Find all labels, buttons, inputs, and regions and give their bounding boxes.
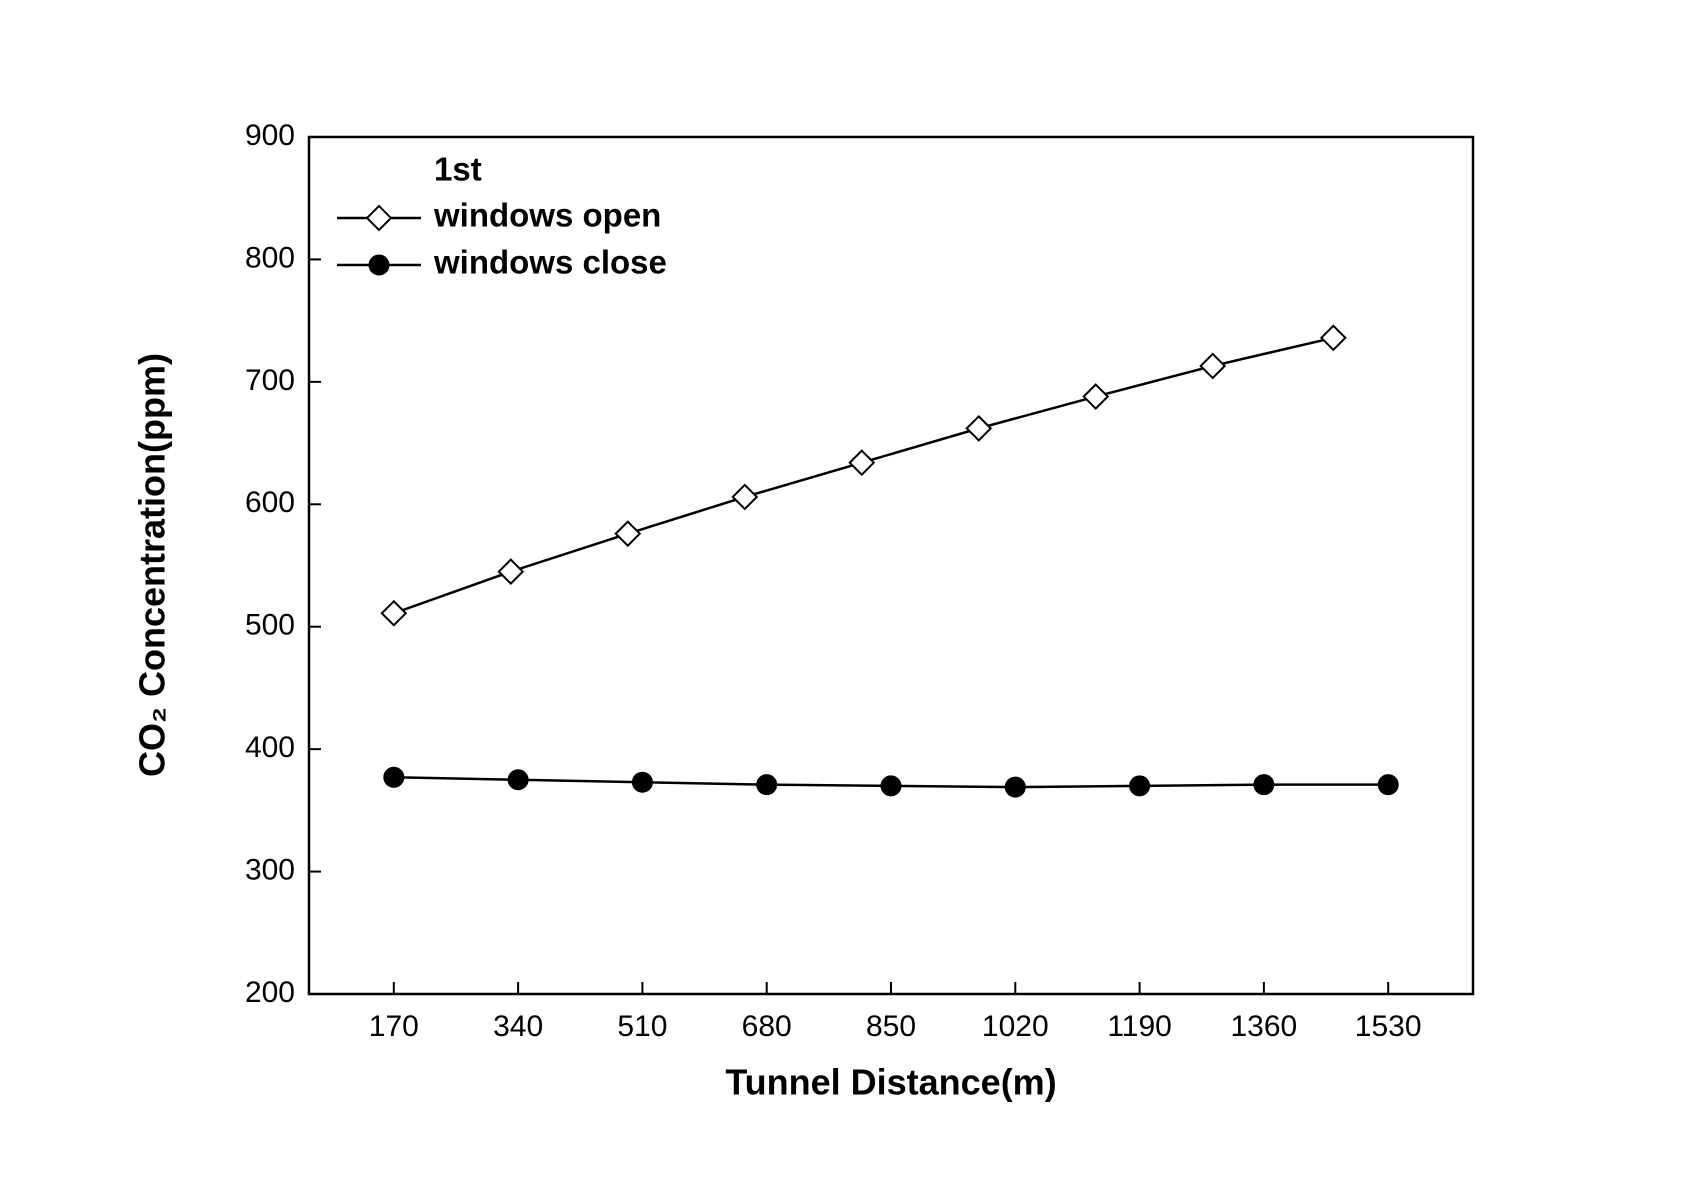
y-tick-label: 500 bbox=[245, 609, 295, 642]
legend-title: 1st bbox=[434, 151, 482, 188]
data-point bbox=[1004, 776, 1026, 798]
series-line bbox=[393, 336, 1334, 615]
x-tick-label: 170 bbox=[369, 1010, 419, 1043]
data-point bbox=[507, 769, 529, 791]
x-tick-label: 1360 bbox=[1231, 1010, 1298, 1043]
y-tick-label: 900 bbox=[245, 119, 295, 152]
y-axis-label: CO₂ Concentration(ppm) bbox=[132, 353, 173, 777]
data-point bbox=[380, 599, 408, 627]
y-tick-label: 800 bbox=[245, 241, 295, 274]
data-point bbox=[848, 449, 876, 477]
y-tick-label: 600 bbox=[245, 486, 295, 519]
data-point bbox=[1199, 352, 1227, 380]
y-tick-label: 400 bbox=[245, 731, 295, 764]
x-tick-label: 850 bbox=[866, 1010, 916, 1043]
data-point bbox=[731, 483, 759, 511]
data-point bbox=[965, 414, 993, 442]
x-tick-label: 1020 bbox=[982, 1010, 1049, 1043]
data-point bbox=[1082, 383, 1110, 410]
data-point bbox=[1377, 774, 1399, 796]
y-tick-label: 300 bbox=[245, 853, 295, 886]
data-point bbox=[1129, 775, 1151, 797]
x-tick-label: 340 bbox=[493, 1010, 543, 1043]
legend-marker bbox=[368, 254, 390, 276]
data-point bbox=[631, 771, 653, 793]
data-point bbox=[1319, 324, 1347, 352]
data-point bbox=[880, 775, 902, 797]
data-point bbox=[497, 558, 525, 586]
legend-label: windows close bbox=[433, 244, 667, 281]
y-tick-label: 700 bbox=[245, 364, 295, 397]
x-tick-label: 1190 bbox=[1107, 1010, 1172, 1043]
x-tick-label: 510 bbox=[617, 1010, 667, 1043]
legend-label: windows open bbox=[433, 197, 661, 234]
data-point bbox=[1253, 774, 1275, 796]
x-axis-label: Tunnel Distance(m) bbox=[725, 1062, 1056, 1103]
y-tick-label: 200 bbox=[245, 976, 295, 1009]
data-point bbox=[383, 766, 405, 788]
legend-marker bbox=[365, 204, 393, 232]
data-point bbox=[756, 774, 778, 796]
data-point bbox=[614, 520, 642, 548]
x-tick-label: 680 bbox=[742, 1010, 792, 1043]
x-tick-label: 1530 bbox=[1355, 1010, 1422, 1043]
